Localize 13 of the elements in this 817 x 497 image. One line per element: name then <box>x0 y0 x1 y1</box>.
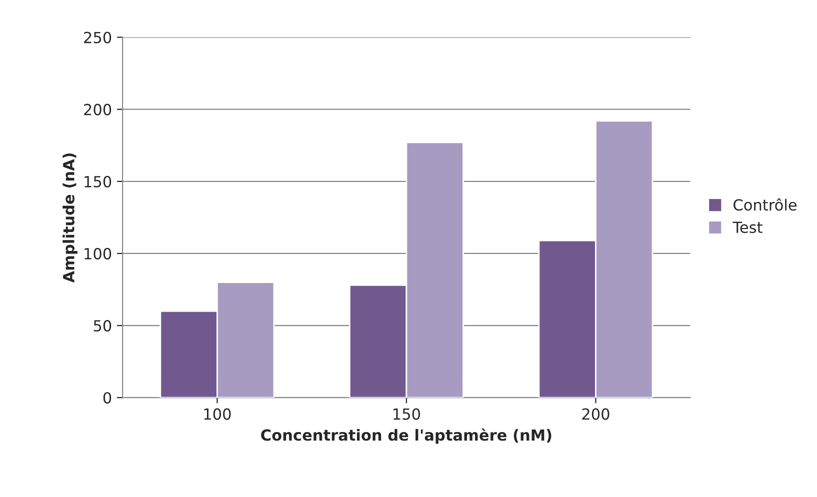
y-tick-label: 0 <box>103 392 112 404</box>
y-axis-title: Amplitude (nA) <box>62 153 78 283</box>
y-tick-label: 200 <box>84 104 112 116</box>
y-tick-label: 150 <box>84 176 112 188</box>
x-axis-title: Concentration de l'aptamère (nM) <box>261 428 552 444</box>
x-tick-label: 150 <box>394 408 420 420</box>
legend-label: Contrôle <box>734 198 797 211</box>
x-tick-label: 200 <box>582 408 610 420</box>
y-tick-label: 100 <box>84 248 112 260</box>
y-tick-label: 50 <box>94 320 112 332</box>
y-tick-label: 250 <box>84 32 112 44</box>
legend-label: Test <box>732 222 762 234</box>
x-tick-label: 100 <box>204 408 231 420</box>
